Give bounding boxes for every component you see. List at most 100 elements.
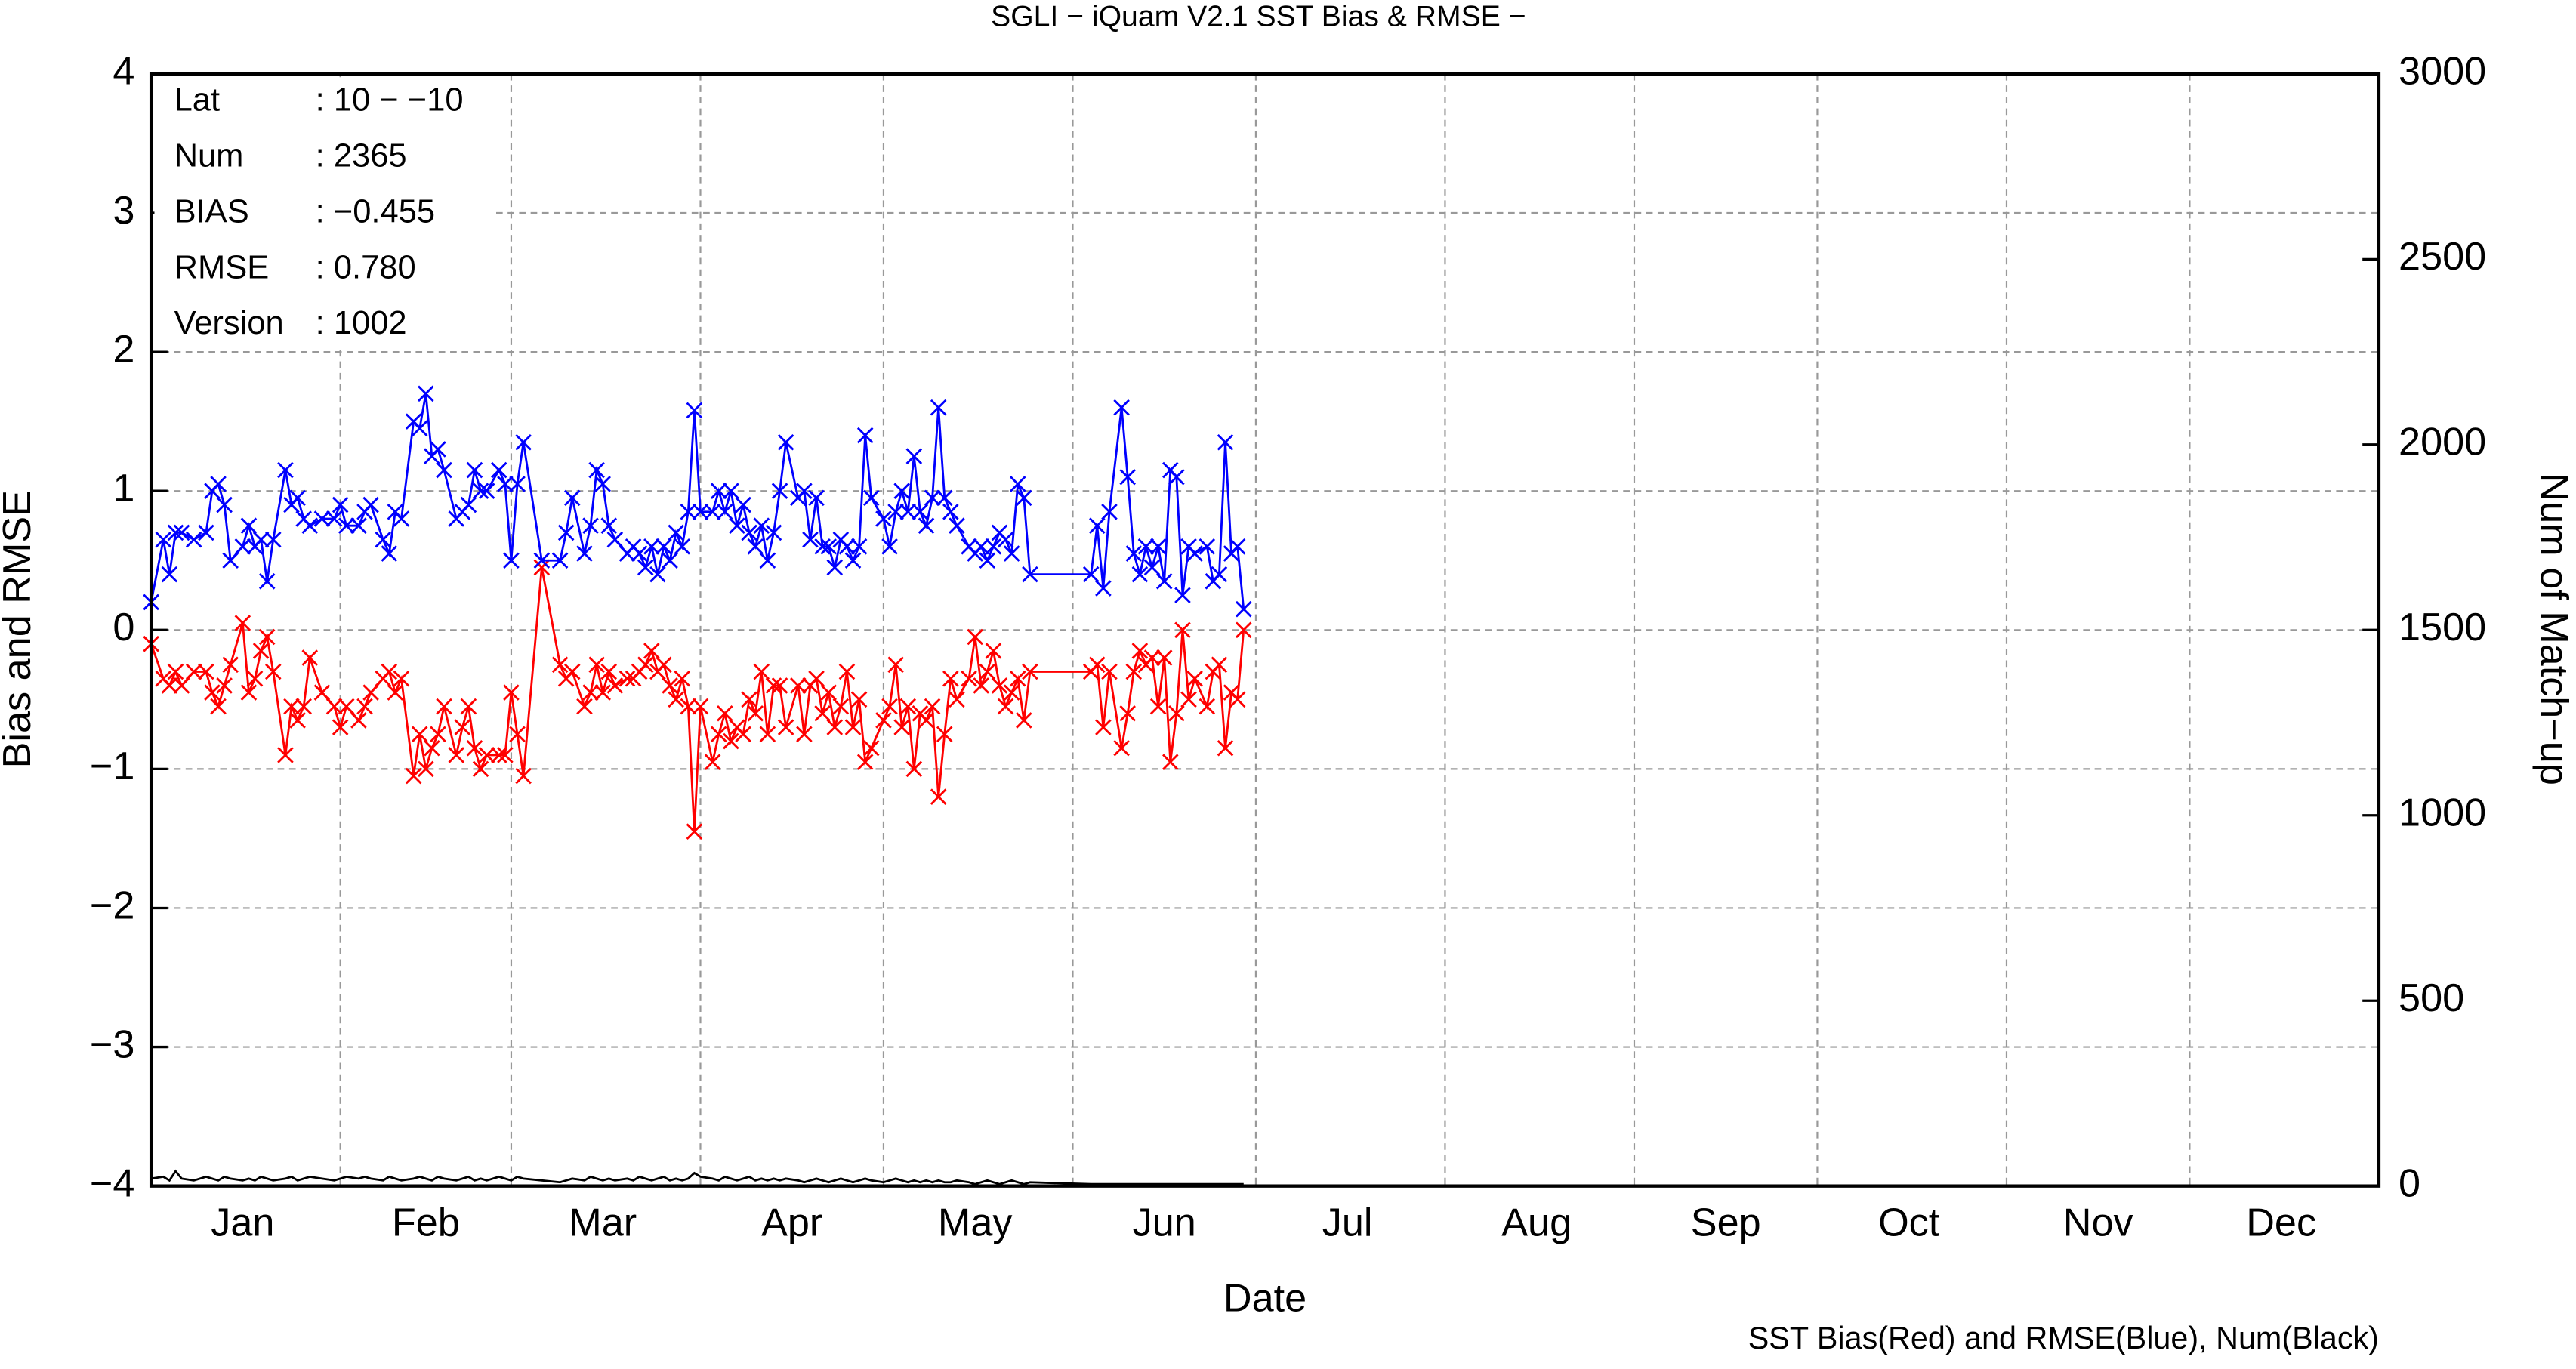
point-marker	[460, 698, 477, 715]
point-marker	[600, 663, 618, 680]
y-tick-label: −2	[90, 883, 135, 927]
point-marker	[967, 628, 983, 646]
point-marker	[167, 524, 184, 541]
point-marker	[1022, 566, 1038, 583]
point-marker	[1149, 538, 1167, 555]
point-marker	[295, 698, 312, 715]
point-marker	[668, 524, 684, 541]
y2-axis-title: Num of Match−up	[2532, 473, 2576, 785]
point-marker	[631, 545, 648, 562]
point-marker	[258, 573, 276, 590]
point-marker	[1211, 566, 1228, 583]
point-marker	[717, 504, 733, 520]
point-marker	[1101, 504, 1118, 520]
point-marker	[594, 476, 611, 492]
point-marker	[856, 754, 874, 770]
point-marker	[777, 719, 794, 735]
point-marker	[1082, 566, 1100, 583]
point-marker	[478, 747, 495, 763]
info-label: Version	[174, 305, 284, 341]
point-marker	[1119, 705, 1136, 722]
point-marker	[167, 663, 184, 680]
point-marker	[252, 531, 270, 548]
point-marker	[662, 677, 678, 694]
point-marker	[418, 760, 434, 778]
point-marker	[381, 663, 398, 680]
x-tick-label: Nov	[2063, 1201, 2133, 1245]
point-marker	[753, 517, 770, 534]
point-marker	[692, 698, 709, 715]
point-marker	[820, 684, 837, 701]
point-marker	[472, 483, 489, 499]
point-marker	[289, 489, 306, 507]
point-marker	[325, 698, 343, 715]
point-marker	[924, 489, 941, 507]
point-marker	[1180, 691, 1197, 708]
point-marker	[1016, 489, 1032, 507]
info-value: : −0.455	[316, 193, 435, 230]
point-marker	[497, 476, 514, 492]
point-marker	[515, 433, 532, 451]
point-marker	[1235, 600, 1252, 618]
point-marker	[729, 517, 745, 534]
point-marker	[1199, 698, 1216, 715]
point-marker	[563, 489, 581, 507]
point-marker	[649, 566, 666, 583]
info-label: RMSE	[174, 249, 270, 285]
point-marker	[997, 531, 1014, 548]
point-marker	[1125, 663, 1143, 680]
point-marker	[332, 719, 349, 735]
point-marker	[588, 461, 605, 479]
plot-frame	[149, 72, 2381, 1188]
point-marker	[887, 504, 904, 520]
point-marker	[875, 510, 892, 527]
point-marker	[246, 670, 264, 687]
point-marker	[332, 496, 349, 513]
point-marker	[594, 684, 611, 701]
point-marker	[551, 552, 569, 569]
point-marker	[448, 747, 465, 763]
point-marker	[1137, 538, 1155, 555]
y2-tick-label: 2500	[2399, 235, 2486, 279]
point-marker	[161, 677, 178, 694]
info-value: : 10 − −10	[316, 82, 464, 118]
x-tick-label: Dec	[2246, 1201, 2316, 1245]
y-tick-label: −3	[90, 1022, 135, 1066]
point-marker	[606, 677, 624, 694]
point-marker	[844, 719, 862, 735]
point-marker	[381, 545, 398, 562]
point-marker	[393, 670, 410, 687]
point-marker	[747, 705, 764, 722]
point-marker	[741, 524, 757, 541]
point-marker	[1186, 670, 1203, 687]
point-marker	[216, 496, 233, 513]
point-marker	[838, 538, 856, 555]
point-marker	[1009, 670, 1026, 687]
point-marker	[582, 684, 599, 701]
point-marker	[509, 476, 526, 492]
point-marker	[252, 643, 270, 659]
y2-tick-label: 1000	[2399, 791, 2486, 835]
point-marker	[436, 461, 452, 479]
point-marker	[1174, 621, 1191, 639]
point-marker	[808, 489, 825, 507]
point-marker	[491, 747, 507, 763]
point-marker	[185, 663, 202, 680]
info-label: Lat	[174, 82, 220, 118]
point-marker	[350, 517, 367, 534]
point-marker	[942, 670, 959, 687]
point-marker	[741, 691, 757, 708]
point-marker	[753, 663, 770, 680]
point-marker	[637, 559, 654, 576]
point-marker	[985, 538, 1002, 555]
point-marker	[1003, 545, 1020, 562]
point-marker	[674, 670, 691, 687]
info-value: : 2365	[316, 137, 407, 174]
point-marker	[979, 552, 996, 569]
point-marker	[362, 684, 379, 701]
point-marker	[405, 767, 422, 785]
info-value: : 0.780	[316, 249, 416, 285]
point-marker	[949, 691, 965, 708]
point-marker	[656, 656, 672, 674]
